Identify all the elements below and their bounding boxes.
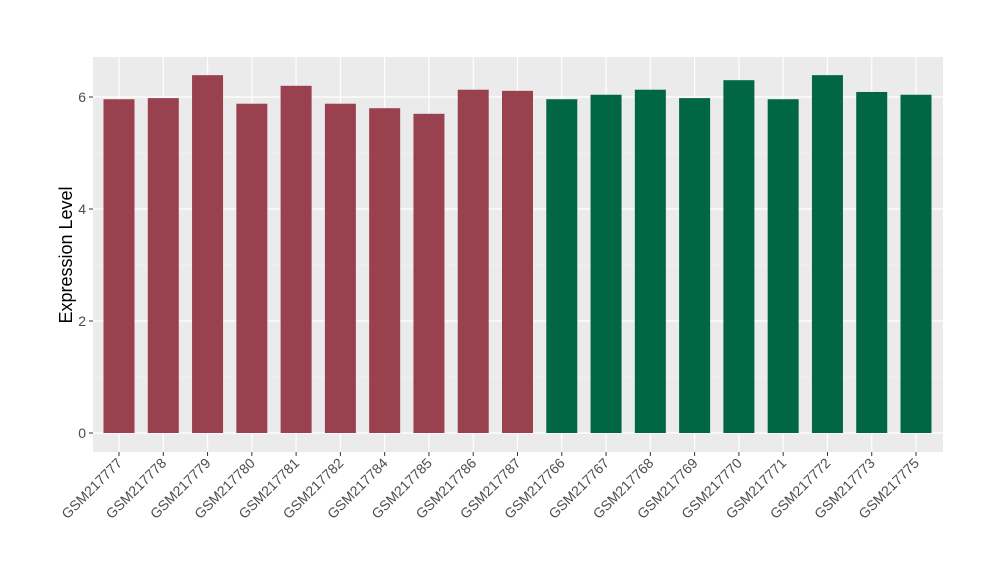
y-tick-label: 2: [78, 313, 86, 329]
y-axis-label: Expression Level: [56, 186, 76, 323]
bar-GSM217766: [546, 99, 578, 434]
bar-GSM217780: [236, 103, 268, 433]
bar-GSM217770: [723, 80, 755, 433]
bar-GSM217779: [192, 75, 224, 433]
bar-GSM217786: [457, 89, 489, 433]
y-tick-label: 6: [78, 89, 86, 105]
bar-GSM217787: [502, 90, 533, 433]
bar-GSM217775: [900, 94, 932, 433]
bar-GSM217778: [147, 98, 179, 434]
bar-GSM217782: [324, 103, 356, 433]
y-tick-label: 0: [78, 425, 86, 441]
bar-GSM217785: [413, 113, 445, 434]
bar-GSM217772: [811, 75, 843, 433]
bar-GSM217768: [634, 89, 666, 433]
y-tick-label: 4: [78, 201, 86, 217]
bar-GSM217777: [103, 99, 135, 434]
bar-GSM217773: [856, 91, 888, 434]
bar-GSM217769: [679, 98, 711, 434]
bar-GSM217767: [590, 94, 622, 433]
bar-GSM217784: [369, 108, 401, 433]
bar-GSM217771: [767, 99, 799, 434]
bar-GSM217781: [280, 85, 312, 434]
